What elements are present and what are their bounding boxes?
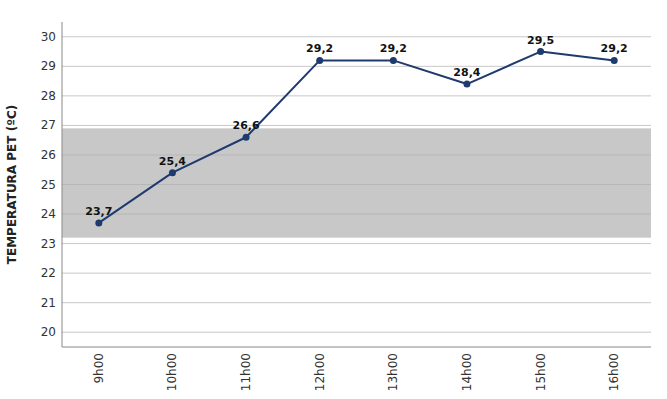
- grid-line: [62, 125, 651, 126]
- point-marker: [243, 134, 250, 141]
- x-tick-label: 12h00: [313, 353, 327, 391]
- x-tick-label: 14h00: [460, 353, 474, 391]
- point-marker: [537, 48, 544, 55]
- x-tick-label: 11h00: [239, 353, 253, 391]
- y-tick-label: 20: [41, 325, 56, 339]
- y-axis-line: [62, 22, 63, 347]
- series-group: [95, 48, 617, 226]
- grid-line: [62, 214, 651, 215]
- comfort-band: [62, 128, 651, 237]
- data-label: 29,2: [380, 42, 407, 55]
- y-tick-label: 27: [41, 118, 56, 132]
- x-tick-label: 13h00: [386, 353, 400, 391]
- y-axis: 20 21 22 23 24 25 26 27 28 29 30: [41, 30, 651, 339]
- point-marker: [611, 57, 618, 64]
- chart-container: 20 21 22 23 24 25 26 27 28 29 30 TEMPERATURA PET (º…: [0, 0, 667, 399]
- grid-line: [62, 184, 651, 185]
- y-tick-label: 25: [41, 178, 56, 192]
- y-tick-label: 30: [41, 30, 56, 44]
- y-tick-label: 23: [41, 237, 56, 251]
- data-label: 26,6: [232, 119, 259, 132]
- chart-svg: 20 21 22 23 24 25 26 27 28 29 30 TEMPERATURA PET (º…: [0, 0, 667, 399]
- grid-line: [62, 302, 651, 303]
- x-tick-label: 16h00: [607, 353, 621, 391]
- x-tick-label: 10h00: [165, 353, 179, 391]
- data-label: 25,4: [159, 155, 186, 168]
- grid-line: [62, 36, 651, 37]
- x-tick-label: 15h00: [534, 353, 548, 391]
- data-label: 29,2: [601, 42, 628, 55]
- y-tick-label: 26: [41, 148, 56, 162]
- y-axis-label: TEMPERATURA PET (ºC): [5, 105, 19, 264]
- grid-line: [62, 243, 651, 244]
- y-tick-label: 29: [41, 59, 56, 73]
- y-tick-label: 21: [41, 296, 56, 310]
- data-label: 28,4: [453, 66, 480, 79]
- series-line: [99, 52, 614, 223]
- point-marker: [316, 57, 323, 64]
- data-label: 23,7: [85, 205, 112, 218]
- data-label: 29,2: [306, 42, 333, 55]
- grid-line: [62, 273, 651, 274]
- data-labels: 23,7 25,4 26,6 29,2 29,2 28,4 29,5 29,2: [85, 34, 628, 218]
- x-tick-label: 9h00: [92, 353, 106, 384]
- y-tick-label: 22: [41, 266, 56, 280]
- x-axis-line: [62, 347, 651, 348]
- band-group: [62, 128, 651, 237]
- grid-line: [62, 154, 651, 155]
- x-axis: 9h00 10h00 11h00 12h00 13h00 14h00 15h00 16h00: [92, 353, 621, 391]
- y-tick-label: 24: [41, 207, 56, 221]
- grid-line: [62, 332, 651, 333]
- point-marker: [463, 81, 470, 88]
- grid-line: [62, 66, 651, 67]
- point-marker: [390, 57, 397, 64]
- point-marker: [169, 169, 176, 176]
- grid-line: [62, 95, 651, 96]
- data-label: 29,5: [527, 34, 554, 47]
- y-tick-label: 28: [41, 89, 56, 103]
- point-marker: [95, 219, 102, 226]
